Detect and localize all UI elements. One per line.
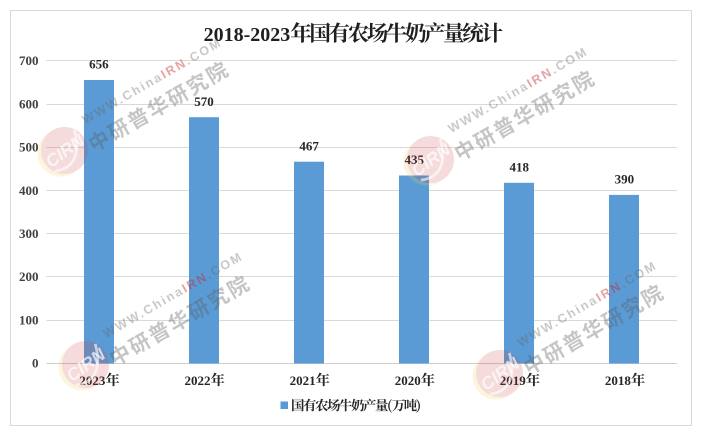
svg-text:600: 600 — [19, 96, 39, 111]
svg-text:570: 570 — [194, 94, 214, 109]
svg-text:418: 418 — [510, 160, 530, 175]
svg-text:100: 100 — [19, 312, 39, 327]
svg-text:390: 390 — [615, 172, 635, 187]
svg-text:2023: 2023 — [79, 373, 106, 388]
svg-text:400: 400 — [19, 183, 39, 198]
svg-text:500: 500 — [19, 140, 39, 155]
svg-text:700: 700 — [19, 53, 39, 68]
svg-text:2018: 2018 — [605, 373, 632, 388]
svg-text:2021: 2021 — [290, 373, 316, 388]
svg-text:2018-2023: 2018-2023 — [204, 24, 291, 46]
svg-text:435: 435 — [404, 152, 424, 167]
svg-text:656: 656 — [89, 57, 109, 72]
svg-text:467: 467 — [299, 138, 319, 153]
svg-text:300: 300 — [19, 226, 39, 241]
svg-text:2020: 2020 — [395, 373, 421, 388]
svg-text:2022: 2022 — [185, 373, 211, 388]
svg-text:0: 0 — [32, 356, 39, 371]
svg-text:200: 200 — [19, 269, 39, 284]
